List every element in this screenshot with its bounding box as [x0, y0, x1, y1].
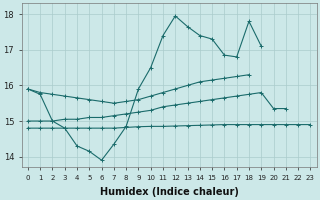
X-axis label: Humidex (Indice chaleur): Humidex (Indice chaleur): [100, 187, 239, 197]
